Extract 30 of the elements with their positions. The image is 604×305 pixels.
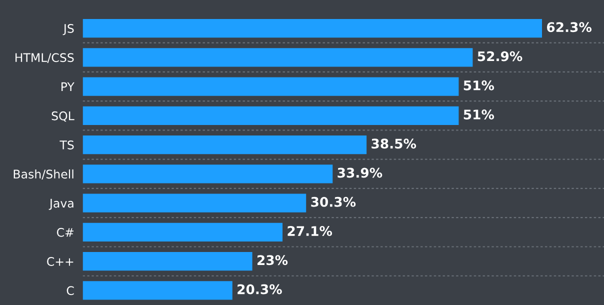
data-label: 52.9% [478, 51, 522, 62]
data-label: 51% [464, 80, 494, 90]
y-tick-label: JS [62, 24, 74, 36]
bar [82, 135, 367, 154]
bar [82, 164, 333, 184]
data-label: 27.1% [288, 226, 332, 236]
bar [82, 222, 283, 242]
data-label: 38.5% [372, 138, 416, 149]
data-label: 30.3% [311, 196, 356, 207]
y-tick-label: TS [60, 140, 74, 150]
bar [82, 106, 459, 125]
bar [82, 252, 252, 271]
bar [82, 77, 459, 96]
data-label: 23% [258, 255, 288, 266]
y-tick-label: Java [48, 198, 74, 210]
data-label: 20.3% [238, 284, 282, 294]
data-label: 33.9% [338, 168, 382, 178]
y-tick-label: C [66, 286, 74, 296]
y-tick-label: PY [62, 82, 74, 92]
data-label: 51% [464, 110, 494, 120]
bar [82, 48, 473, 67]
y-tick-label: C++ [47, 257, 74, 266]
y-tick-label: Bash/Shell [14, 169, 74, 180]
y-tick-label: C# [56, 228, 74, 237]
data-label: 62.3% [546, 22, 592, 32]
bar [82, 18, 542, 38]
bar [82, 281, 232, 300]
bar [82, 194, 306, 212]
y-tick-label: HTML/CSS [16, 53, 74, 63]
y-tick-label: SQL [52, 111, 74, 122]
